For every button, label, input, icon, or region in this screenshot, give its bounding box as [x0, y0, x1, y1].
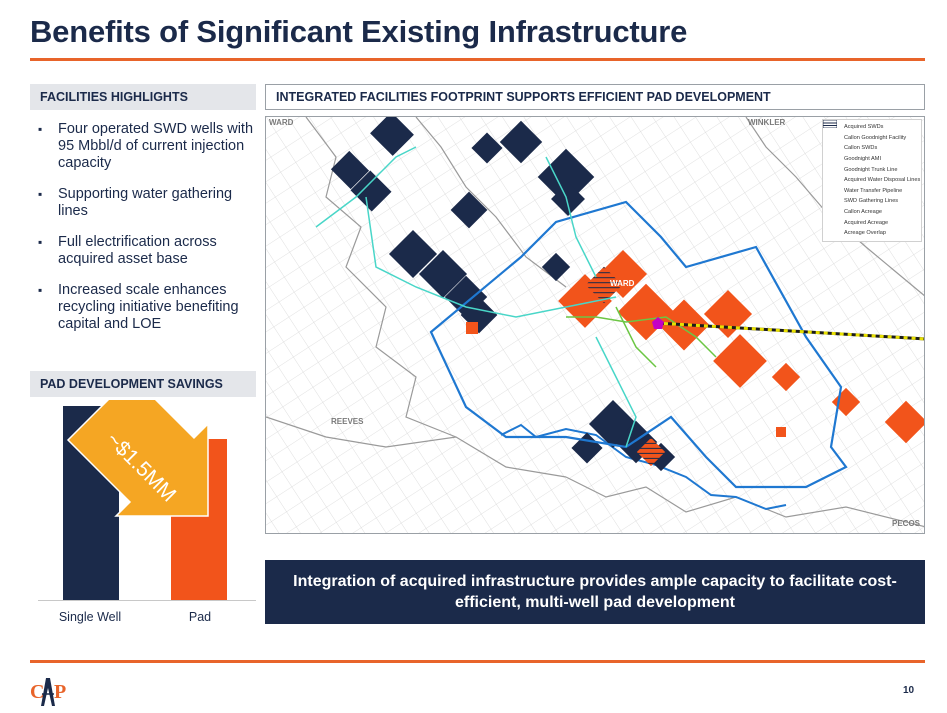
county-lines	[266, 117, 924, 528]
county-label-winkler: WINKLER	[748, 118, 786, 127]
pentagon-magenta-icon	[823, 120, 840, 142]
outline-blue-icon	[823, 120, 840, 163]
county-label-reeves: REEVES	[331, 417, 364, 426]
legend-item: Acreage Overlap	[823, 120, 918, 239]
fill-orange-icon	[823, 120, 840, 216]
chart-baseline	[38, 600, 256, 601]
legend-item: Callon Acreage	[823, 120, 918, 218]
legend-item: SWD Gathering Lines	[823, 121, 918, 207]
bullet-item: Full electrification across acquired ass…	[38, 234, 256, 268]
line-green-icon	[823, 121, 840, 205]
map-graphic	[266, 117, 924, 533]
legend-item: Acquired Water Disposal Lines	[823, 121, 920, 186]
callon-logo-icon: C P	[30, 678, 66, 706]
pecos-river	[500, 423, 787, 511]
bullet-item: Supporting water gathering lines	[38, 186, 256, 220]
fill-navy-icon	[823, 120, 840, 227]
legend-item: Water Transfer Pipeline	[823, 121, 918, 197]
map-header: INTEGRATED FACILITIES FOOTPRINT SUPPORTS…	[265, 84, 925, 110]
dash-yellow-black-icon	[823, 120, 840, 174]
county-label-ward: WARD	[269, 118, 294, 127]
pad-savings-header: PAD DEVELOPMENT SAVINGS	[30, 371, 256, 397]
facilities-bullet-list: Four operated SWD wells with 95 Mbbl/d o…	[38, 121, 256, 347]
triangle-blue-icon	[823, 120, 840, 152]
title-divider	[30, 58, 925, 61]
facilities-highlights-header: FACILITIES HIGHLIGHTS	[30, 84, 256, 110]
category-label-pad: Pad	[188, 610, 212, 624]
svg-text:C: C	[30, 681, 44, 703]
legend-item: Callon SWDs	[823, 120, 918, 154]
footer-divider	[30, 660, 925, 663]
legend-item: Callon Goodnight Facility	[823, 120, 918, 144]
slide-title: Benefits of Significant Existing Infrast…	[30, 14, 688, 49]
facilities-map: WARD WINKLER WARD REEVES PECOS Acquired …	[265, 116, 925, 534]
line-cyan-icon	[823, 121, 840, 184]
legend-item: Acquired SWDs	[823, 120, 918, 133]
goodnight-facility-icon	[652, 317, 664, 329]
hatch-icon	[823, 120, 840, 237]
pad-savings-chart: ~$1.5MM Single Well Pad	[30, 400, 256, 630]
savings-arrow-icon	[66, 400, 209, 517]
svg-text:P: P	[54, 681, 66, 703]
legend-item: Goodnight AMI	[823, 120, 918, 165]
page-number: 10	[903, 685, 915, 696]
line-blue-icon	[823, 121, 840, 195]
goodnight-ami-boundary	[429, 200, 848, 489]
callout-text: Integration of acquired infrastructure p…	[293, 573, 897, 611]
legend-item: Acquired Acreage	[823, 120, 918, 228]
legend-item: Goodnight Trunk Line	[823, 120, 918, 175]
county-label-ward-center: WARD	[610, 279, 635, 288]
integration-callout: Integration of acquired infrastructure p…	[265, 560, 925, 624]
bullet-item: Four operated SWD wells with 95 Mbbl/d o…	[38, 121, 256, 172]
county-label-pecos: PECOS	[892, 519, 921, 528]
bullet-item: Increased scale enhances recycling initi…	[38, 282, 256, 333]
map-legend: Acquired SWDs Callon Goodnight Facility …	[822, 119, 922, 242]
category-label-single-well: Single Well	[58, 610, 122, 624]
pipelines	[315, 146, 717, 448]
